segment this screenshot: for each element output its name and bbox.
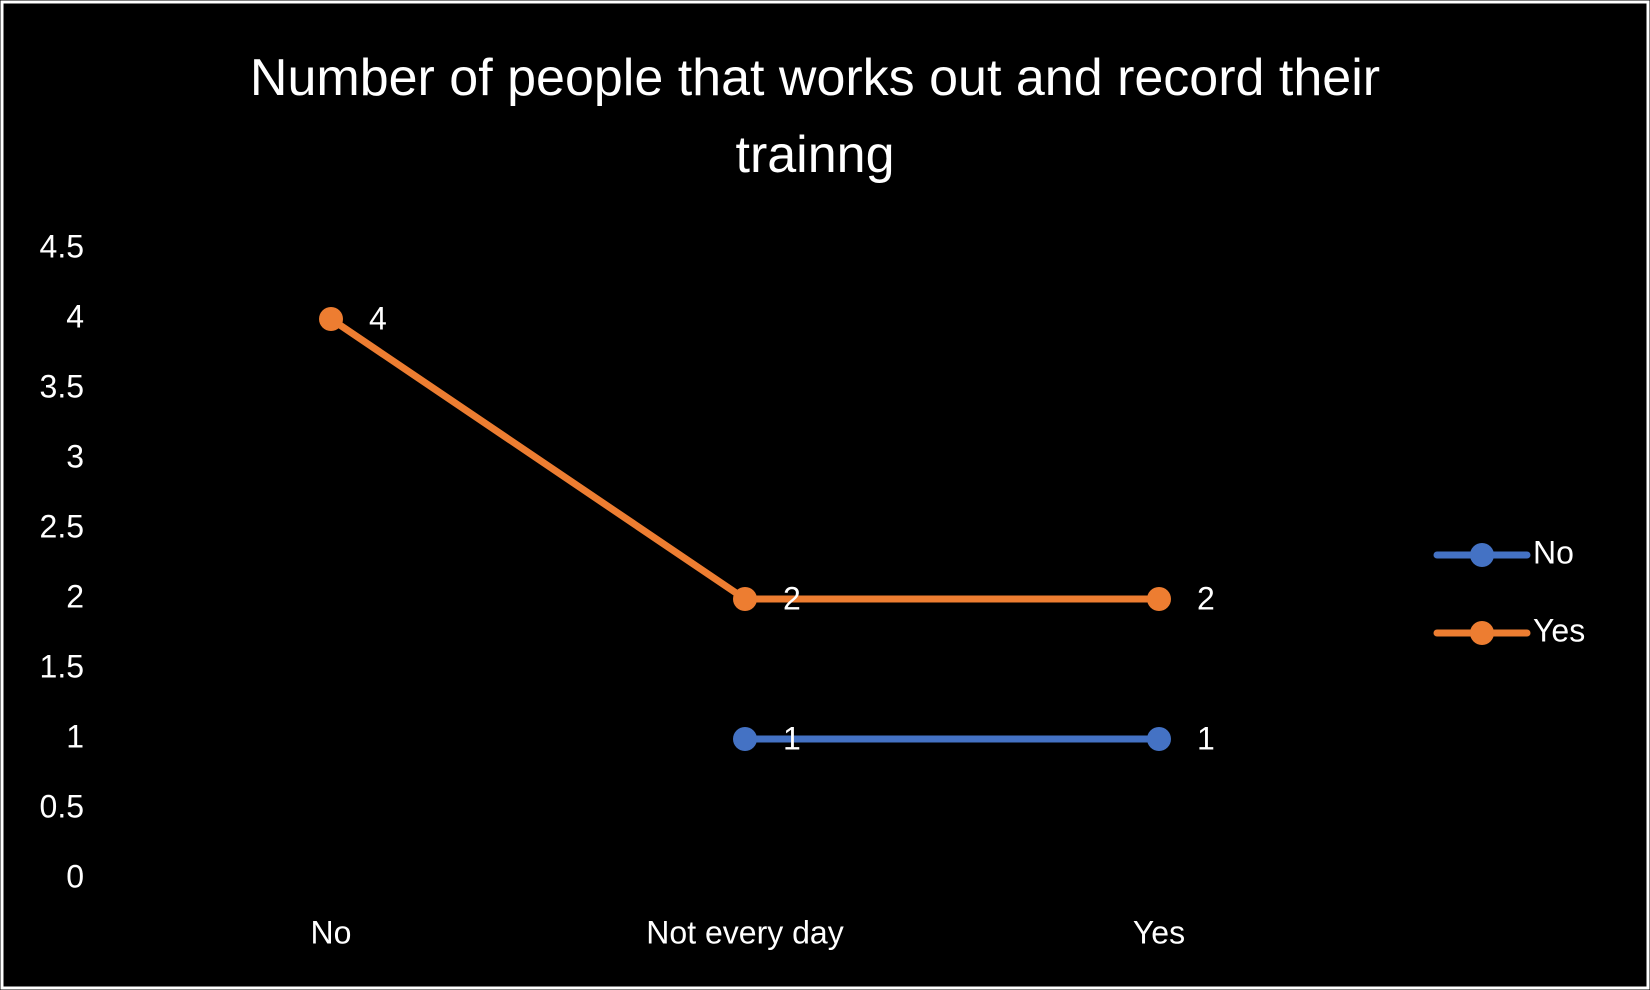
legend-label: No (1533, 534, 1574, 570)
data-point (1147, 727, 1171, 751)
data-point (733, 587, 757, 611)
data-point (733, 727, 757, 751)
y-tick-label: 0 (66, 858, 84, 894)
chart-title: Number of people that works out and reco… (249, 49, 1381, 184)
data-label: 4 (369, 300, 387, 336)
data-label: 1 (1197, 720, 1215, 756)
x-tick-label: Not every day (646, 914, 843, 950)
y-tick-label: 2 (66, 578, 84, 614)
x-tick-label: Yes (1133, 914, 1185, 950)
data-label: 1 (783, 720, 801, 756)
y-tick-label: 4 (66, 298, 84, 334)
legend-label: Yes (1533, 612, 1585, 648)
y-tick-label: 4.5 (40, 228, 84, 264)
y-tick-label: 2.5 (40, 508, 84, 544)
x-tick-label: No (311, 914, 352, 950)
data-point (1147, 587, 1171, 611)
legend-marker (1470, 621, 1494, 645)
y-tick-label: 3 (66, 438, 84, 474)
y-tick-label: 3.5 (40, 368, 84, 404)
y-tick-label: 0.5 (40, 788, 84, 824)
data-label: 2 (783, 580, 801, 616)
data-label: 2 (1197, 580, 1215, 616)
legend-marker (1470, 543, 1494, 567)
y-tick-label: 1 (66, 718, 84, 754)
data-point (319, 307, 343, 331)
y-tick-label: 1.5 (40, 648, 84, 684)
